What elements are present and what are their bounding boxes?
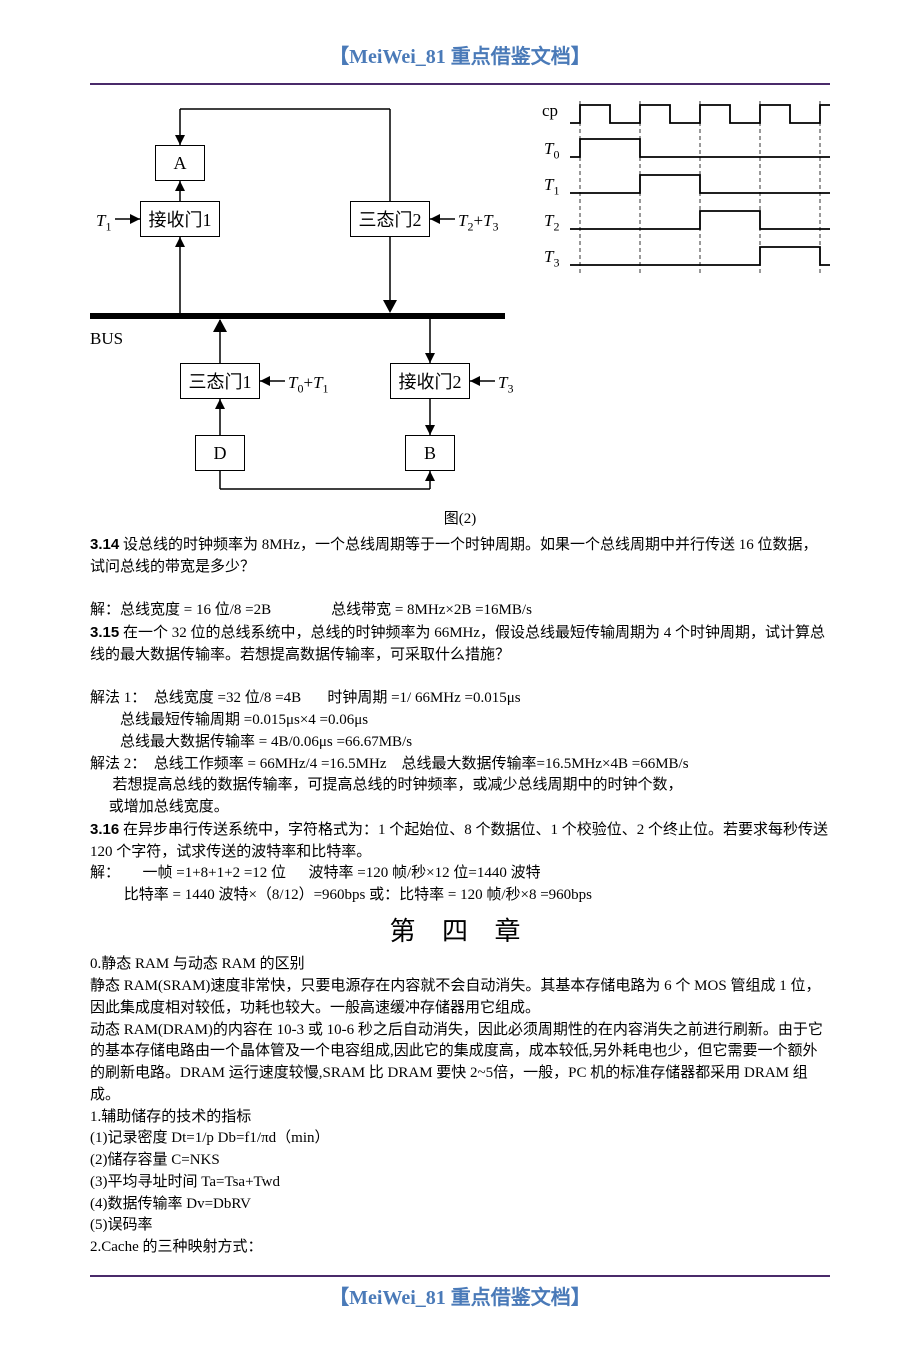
box-recv2: 接收门2 bbox=[390, 363, 470, 399]
ch4-p1: 静态 RAM(SRAM)速度非常快，只要电源存在内容就不会自动消失。其基本存储电… bbox=[90, 976, 830, 1020]
q316-a2: 比特率 = 1440 波特×（8/12）=960bps 或：比特率 = 120 … bbox=[90, 885, 830, 907]
ch4-p6: (3)平均寻址时间 Ta=Tsa+Twd bbox=[90, 1172, 830, 1194]
box-recv1: 接收门1 bbox=[140, 201, 220, 237]
timing-t2: T2 bbox=[544, 211, 559, 234]
q316-a1: 解： 一帧 =1+8+1+2 =12 位 波特率 =120 帧/秒×12 位=1… bbox=[90, 863, 830, 885]
q315-a6: 或增加总线宽度。 bbox=[90, 797, 830, 819]
timing-cp: cp bbox=[542, 101, 558, 121]
ch4-p7: (4)数据传输率 Dv=DbRV bbox=[90, 1194, 830, 1216]
timing-t0: T0 bbox=[544, 139, 559, 162]
timing-waves bbox=[570, 101, 830, 281]
body-text: 3.14 设总线的时钟频率为 8MHz，一个总线周期等于一个时钟周期。如果一个总… bbox=[90, 534, 830, 1259]
box-tri2: 三态门2 bbox=[350, 201, 430, 237]
label-t1: T1 bbox=[96, 211, 111, 234]
ch4-p4: (1)记录密度 Dt=1/p Db=f1/πd（min） bbox=[90, 1128, 830, 1150]
ch4-p9: 2.Cache 的三种映射方式： bbox=[90, 1237, 830, 1259]
page-footer: 【MeiWei_81 重点借鉴文档】 bbox=[90, 1281, 830, 1314]
bus-line bbox=[90, 313, 505, 319]
ch4-p0: 0.静态 RAM 与动态 RAM 的区别 bbox=[90, 954, 830, 976]
ch4-p2: 动态 RAM(DRAM)的内容在 10-3 或 10-6 秒之后自动消失，因此必… bbox=[90, 1020, 830, 1107]
diagram-figure-2: A 接收门1 三态门2 三态门1 接收门2 D B BUS T1 T2+T3 T… bbox=[90, 101, 830, 501]
q315-a1: 解法 1： 总线宽度 =32 位/8 =4B 时钟周期 =1/ 66MHz =0… bbox=[90, 688, 830, 710]
header-rule bbox=[90, 83, 830, 85]
box-d: D bbox=[195, 435, 245, 471]
q314: 3.14 设总线的时钟频率为 8MHz，一个总线周期等于一个时钟周期。如果一个总… bbox=[90, 534, 830, 579]
label-t0t1: T0+T1 bbox=[288, 373, 329, 396]
timing-diagram: cp T0 T1 T2 T3 bbox=[540, 101, 830, 301]
figure-caption: 图(2) bbox=[90, 507, 830, 528]
page-header: 【MeiWei_81 重点借鉴文档】 bbox=[90, 40, 830, 73]
timing-t1: T1 bbox=[544, 175, 559, 198]
ch4-p3: 1.辅助储存的技术的指标 bbox=[90, 1107, 830, 1129]
q315: 3.15 在一个 32 位的总线系统中，总线的时钟频率为 66MHz，假设总线最… bbox=[90, 622, 830, 667]
q315-a2: 总线最短传输周期 =0.015μs×4 =0.06μs bbox=[90, 710, 830, 732]
chapter-4-title: 第 四 章 bbox=[90, 913, 830, 951]
box-tri1: 三态门1 bbox=[180, 363, 260, 399]
box-a: A bbox=[155, 145, 205, 181]
q315-a4: 解法 2： 总线工作频率 = 66MHz/4 =16.5MHz 总线最大数据传输… bbox=[90, 754, 830, 776]
q315-a5: 若想提高总线的数据传输率，可提高总线的时钟频率，或减少总线周期中的时钟个数， bbox=[90, 775, 830, 797]
q314-a1: 解：总线宽度 = 16 位/8 =2B 总线带宽 = 8MHz×2B =16MB… bbox=[90, 600, 830, 622]
footer-rule bbox=[90, 1275, 830, 1277]
q316: 3.16 在异步串行传送系统中，字符格式为：1 个起始位、8 个数据位、1 个校… bbox=[90, 819, 830, 864]
bus-label: BUS bbox=[90, 329, 123, 349]
ch4-p5: (2)储存容量 C=NKS bbox=[90, 1150, 830, 1172]
timing-t3: T3 bbox=[544, 247, 559, 270]
box-b: B bbox=[405, 435, 455, 471]
q315-a3: 总线最大数据传输率 = 4B/0.06μs =66.67MB/s bbox=[90, 732, 830, 754]
ch4-p8: (5)误码率 bbox=[90, 1215, 830, 1237]
label-t2t3: T2+T3 bbox=[458, 211, 499, 234]
label-t3: T3 bbox=[498, 373, 513, 396]
